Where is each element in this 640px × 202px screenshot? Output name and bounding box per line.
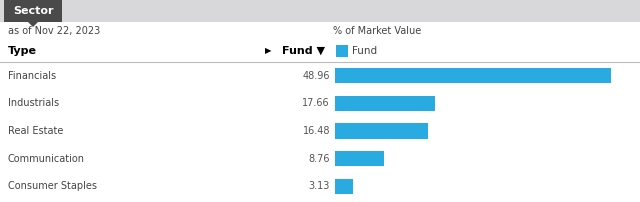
Bar xyxy=(335,68,611,83)
Text: % of Market Value: % of Market Value xyxy=(333,26,421,36)
Text: Type: Type xyxy=(8,46,37,56)
Bar xyxy=(335,151,385,166)
Text: Fund ▼: Fund ▼ xyxy=(282,46,325,56)
Text: 17.66: 17.66 xyxy=(302,98,330,108)
Text: 3.13: 3.13 xyxy=(308,181,330,191)
Text: Real Estate: Real Estate xyxy=(8,126,63,136)
Text: 8.76: 8.76 xyxy=(308,154,330,164)
Text: Sector: Sector xyxy=(13,6,53,16)
Bar xyxy=(336,45,348,57)
Bar xyxy=(335,123,428,139)
Bar xyxy=(0,0,640,22)
Text: Financials: Financials xyxy=(8,71,56,81)
Text: 16.48: 16.48 xyxy=(303,126,330,136)
Bar xyxy=(335,96,435,111)
Text: Industrials: Industrials xyxy=(8,98,59,108)
Text: Consumer Staples: Consumer Staples xyxy=(8,181,97,191)
Text: 48.96: 48.96 xyxy=(303,71,330,81)
Text: Fund: Fund xyxy=(352,46,377,56)
Text: ▶: ▶ xyxy=(265,46,271,56)
Text: as of Nov 22, 2023: as of Nov 22, 2023 xyxy=(8,26,100,36)
Text: Communication: Communication xyxy=(8,154,85,164)
Polygon shape xyxy=(28,22,38,27)
Bar xyxy=(335,179,353,194)
Bar xyxy=(4,0,62,22)
